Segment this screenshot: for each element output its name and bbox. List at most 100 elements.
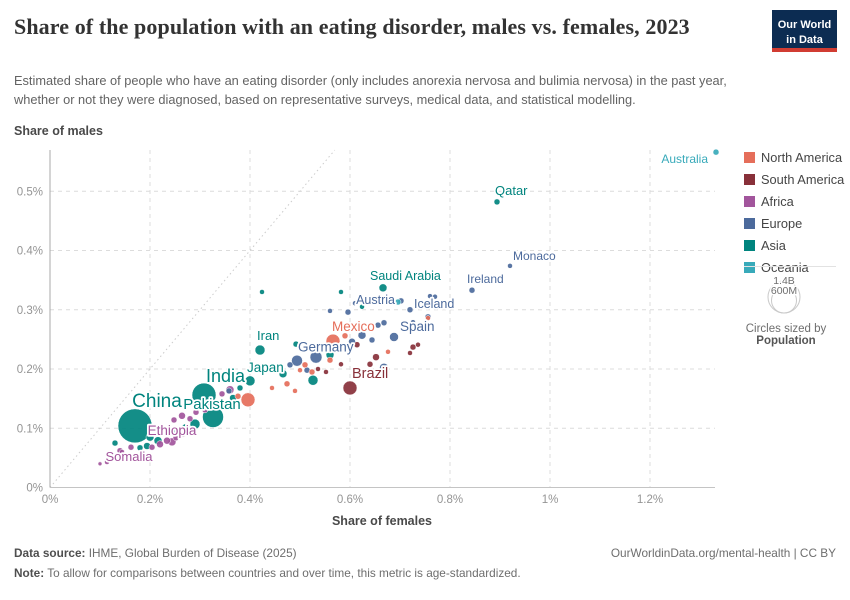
- data-point[interactable]: [97, 461, 103, 467]
- data-point-brazil[interactable]: [342, 380, 358, 396]
- data-point[interactable]: [297, 367, 303, 373]
- data-point[interactable]: [323, 369, 329, 375]
- data-point[interactable]: [327, 308, 333, 314]
- data-point[interactable]: [225, 387, 233, 395]
- legend-item-asia[interactable]: Asia: [744, 238, 844, 253]
- data-point-japan[interactable]: [244, 375, 256, 387]
- y-axis-title: Share of males: [14, 124, 103, 138]
- legend-item-europe[interactable]: Europe: [744, 216, 844, 231]
- data-point[interactable]: [344, 308, 352, 316]
- data-point[interactable]: [348, 337, 356, 346]
- data-point[interactable]: [359, 304, 365, 310]
- data-point[interactable]: [415, 341, 421, 348]
- data-point[interactable]: [192, 409, 200, 416]
- data-point[interactable]: [283, 380, 291, 388]
- data-point[interactable]: [352, 300, 358, 306]
- data-point[interactable]: [326, 356, 334, 364]
- data-point[interactable]: [181, 423, 191, 433]
- data-point[interactable]: [380, 319, 388, 327]
- data-point-ireland[interactable]: [468, 286, 476, 294]
- data-point[interactable]: [341, 332, 349, 340]
- data-point-pakistan[interactable]: [202, 406, 224, 428]
- data-point[interactable]: [409, 343, 417, 351]
- data-point-qatar[interactable]: [493, 198, 501, 206]
- data-point[interactable]: [315, 366, 321, 372]
- data-point[interactable]: [354, 326, 362, 334]
- data-point[interactable]: [127, 443, 135, 451]
- data-point[interactable]: [259, 289, 265, 295]
- data-point[interactable]: [178, 412, 186, 420]
- owid-logo[interactable]: Our World in Data: [772, 10, 837, 52]
- data-point-saudi-arabia[interactable]: [378, 283, 388, 293]
- data-point[interactable]: [394, 298, 402, 306]
- data-point[interactable]: [318, 343, 326, 351]
- data-point[interactable]: [186, 415, 194, 423]
- data-point[interactable]: [145, 432, 155, 442]
- data-point[interactable]: [308, 368, 316, 376]
- owid-url-link[interactable]: OurWorldinData.org/mental-health | CC BY: [610, 546, 836, 560]
- data-point[interactable]: [172, 434, 180, 441]
- data-point[interactable]: [278, 369, 288, 378]
- data-point[interactable]: [234, 393, 242, 400]
- data-point[interactable]: [338, 289, 344, 295]
- data-point[interactable]: [136, 444, 144, 452]
- data-point-iran[interactable]: [254, 344, 266, 356]
- data-point[interactable]: [148, 443, 156, 451]
- data-point-australia[interactable]: [712, 148, 720, 156]
- legend-item-africa[interactable]: Africa: [744, 194, 844, 209]
- data-point[interactable]: [405, 323, 411, 330]
- data-point[interactable]: [407, 350, 413, 356]
- y-tick-label: 0%: [26, 483, 43, 495]
- data-point[interactable]: [221, 399, 231, 409]
- data-point[interactable]: [309, 350, 323, 364]
- data-point[interactable]: [179, 430, 187, 438]
- y-tick-label: 0.5%: [17, 186, 43, 198]
- data-point[interactable]: [410, 319, 416, 325]
- data-point[interactable]: [156, 440, 164, 448]
- data-point[interactable]: [379, 363, 389, 373]
- legend-label: North America: [761, 150, 843, 165]
- equality-reference-line: [49, 149, 336, 488]
- data-point-mexico[interactable]: [325, 333, 341, 349]
- data-point[interactable]: [425, 315, 431, 321]
- data-point[interactable]: [119, 449, 125, 455]
- data-point[interactable]: [366, 361, 374, 368]
- data-point[interactable]: [206, 400, 214, 408]
- data-point[interactable]: [374, 321, 382, 329]
- data-point-germany[interactable]: [291, 354, 303, 367]
- data-point[interactable]: [301, 361, 309, 369]
- data-point[interactable]: [170, 416, 178, 424]
- data-point[interactable]: [163, 436, 171, 445]
- data-point[interactable]: [368, 336, 376, 344]
- data-point[interactable]: [201, 406, 209, 414]
- data-point-iceland[interactable]: [406, 306, 414, 313]
- data-point[interactable]: [357, 330, 367, 340]
- data-point-china[interactable]: [117, 408, 153, 444]
- note-label: Note:: [14, 566, 45, 580]
- data-point-monaco[interactable]: [507, 263, 513, 269]
- data-point[interactable]: [189, 418, 201, 430]
- data-point[interactable]: [286, 361, 294, 369]
- data-point[interactable]: [111, 439, 119, 447]
- continent-legend: North America South America Africa Europe As…: [744, 150, 844, 282]
- data-point[interactable]: [338, 361, 344, 368]
- data-point[interactable]: [432, 293, 438, 300]
- legend-swatch: [744, 240, 755, 251]
- data-point[interactable]: [292, 340, 300, 348]
- data-point[interactable]: [240, 392, 256, 408]
- data-point-spain[interactable]: [389, 332, 399, 342]
- legend-item-north-america[interactable]: North America: [744, 150, 844, 165]
- data-point[interactable]: [307, 375, 319, 386]
- data-point[interactable]: [104, 459, 110, 465]
- point-label-ethiopia: Ethiopia: [148, 423, 197, 438]
- legend-item-oceania[interactable]: Oceania: [744, 260, 844, 275]
- data-point[interactable]: [218, 390, 226, 398]
- data-point[interactable]: [385, 349, 391, 355]
- data-point[interactable]: [236, 384, 244, 392]
- data-point[interactable]: [292, 388, 298, 394]
- data-point[interactable]: [353, 341, 361, 348]
- data-point[interactable]: [372, 353, 380, 361]
- data-point[interactable]: [269, 385, 275, 391]
- point-label-monaco: Monaco: [513, 249, 556, 263]
- legend-item-south-america[interactable]: South America: [744, 172, 844, 187]
